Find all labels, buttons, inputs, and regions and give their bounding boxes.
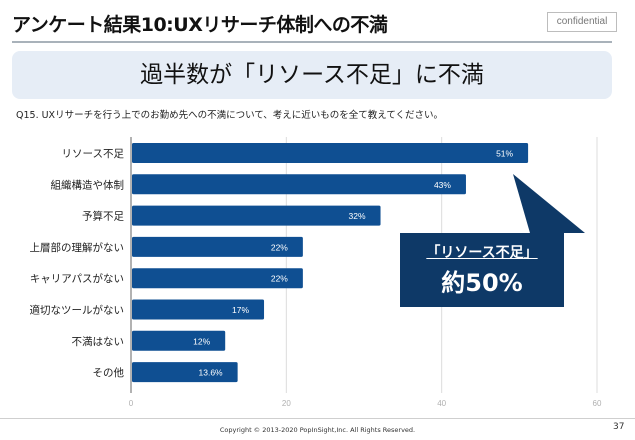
x-tick-label: 0: [129, 399, 134, 408]
bar: [132, 143, 529, 163]
bar: [132, 299, 265, 320]
callout-box: 「リソース不足」 約50%: [400, 233, 564, 307]
data-label: 51%: [496, 149, 513, 159]
page-number: 37: [613, 422, 625, 432]
data-label: 22%: [271, 274, 288, 284]
category-label: 適切なツールがない: [30, 304, 125, 317]
bar: [132, 205, 381, 226]
survey-question: Q15. UXリサーチを行う上でのお勤め先への不満について、考えに近いものを全て…: [16, 110, 444, 121]
category-label: 組織構造や体制: [51, 178, 125, 191]
confidential-badge: confidential: [547, 12, 617, 32]
headline-banner: 過半数が「リソース不足」に不満: [12, 51, 612, 99]
data-label: 22%: [271, 242, 288, 252]
page-title: アンケート結果10:UXリサーチ体制への不満: [12, 14, 388, 36]
data-label: 13.6%: [199, 368, 224, 378]
callout-value: 約50%: [441, 269, 523, 297]
x-tick-label: 40: [437, 399, 446, 408]
category-label: リソース不足: [62, 148, 125, 160]
data-label: 17%: [232, 305, 249, 315]
bar: [132, 362, 238, 383]
x-tick-label: 60: [593, 399, 602, 408]
data-label: 32%: [349, 211, 366, 221]
bar: [132, 330, 226, 351]
category-label: 予算不足: [82, 210, 124, 223]
bar: [132, 174, 466, 195]
category-label: 不満はない: [72, 336, 125, 348]
data-label: 12%: [193, 336, 210, 346]
bar: [132, 268, 303, 289]
callout-label: 「リソース不足」: [426, 245, 538, 261]
footer-divider: [0, 418, 635, 419]
callout-pointer: [513, 174, 585, 233]
headline-text: 過半数が「リソース不足」に不満: [140, 62, 484, 88]
category-label: キャリアパスがない: [30, 272, 124, 285]
x-tick-label: 20: [282, 399, 291, 408]
copyright-text: Copyright © 2013-2020 PopInSight,Inc. Al…: [219, 426, 416, 434]
bar: [132, 236, 303, 257]
category-label: 上層部の理解がない: [30, 241, 125, 254]
data-label: 43%: [434, 180, 451, 190]
category-label: その他: [93, 366, 125, 379]
bar-chart: 0 20 40 60 リソース不足 51% 組織構造や体制 43% 予算不足 32% 上層部の理解が…: [30, 137, 602, 408]
header-divider: [12, 41, 612, 43]
